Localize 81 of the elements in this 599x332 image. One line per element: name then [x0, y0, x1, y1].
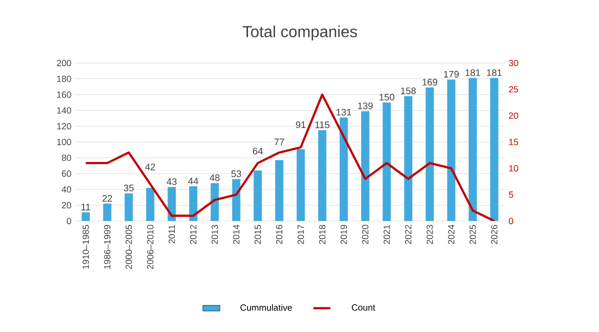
x-tick-label: 2022 [405, 224, 412, 244]
data-label: 77 [274, 138, 284, 146]
data-label: 115 [315, 122, 330, 128]
data-label: 158 [401, 87, 416, 94]
y-tick-label: 200 [56, 60, 72, 66]
bar [447, 80, 456, 221]
x-tick-label: 2025 [470, 224, 476, 244]
y2-tick-label: 15 [509, 138, 518, 146]
bar [404, 96, 412, 221]
y-tick-label: 60 [62, 170, 72, 177]
bar [361, 111, 370, 221]
x-tick-label: 2013 [212, 224, 218, 244]
bar [146, 188, 154, 221]
y-tick-label: 20 [62, 202, 72, 208]
y-tick-label: 40 [62, 186, 72, 193]
x-tick-label: 2006–2010 [147, 224, 154, 269]
legend-label: Count [352, 304, 376, 311]
x-tick-label: 2016 [276, 224, 282, 244]
chart-title: Total companies [242, 26, 357, 40]
bar [490, 78, 498, 221]
x-tick-label: 2017 [298, 224, 304, 244]
x-tick-label: 2020 [362, 224, 368, 244]
bar [232, 179, 240, 221]
bar [254, 170, 262, 221]
x-tick-label: 2000–2005 [126, 224, 132, 269]
x-tick-label: 2023 [426, 224, 433, 244]
bar [340, 118, 348, 221]
x-tick-label: 2024 [448, 224, 454, 244]
data-label: 150 [380, 94, 394, 101]
data-label: 131 [336, 108, 352, 116]
bar [426, 87, 434, 221]
bar [382, 102, 391, 221]
data-label: 179 [444, 70, 459, 78]
y2-tick-label: 10 [509, 165, 518, 172]
bar [189, 186, 198, 221]
data-label: 44 [188, 178, 198, 184]
y-tick-label: 180 [57, 76, 72, 82]
x-tick-label: 2011 [168, 224, 175, 244]
x-tick-label: 2014 [233, 224, 240, 244]
x-tick-label: 2012 [190, 224, 196, 244]
y-tick-label: 0 [66, 218, 72, 224]
x-tick-label: 2021 [384, 224, 390, 244]
y2-tick-label: 0 [508, 218, 514, 224]
y-tick-label: 100 [57, 138, 72, 146]
x-tick-label: 1986–1999 [104, 224, 110, 269]
y2-tick-label: 25 [508, 86, 518, 93]
data-label: 35 [124, 184, 134, 192]
y2-tick-label: 20 [508, 112, 518, 119]
bar [82, 212, 90, 221]
x-tick-label: 2015 [254, 224, 261, 244]
data-label: 181 [487, 69, 502, 76]
data-label: 139 [358, 102, 373, 110]
bar [210, 183, 219, 221]
data-label: 53 [231, 170, 242, 178]
data-label: 42 [145, 164, 156, 170]
legend-label: Cummulative [240, 304, 292, 311]
y-tick-label: 80 [62, 154, 72, 161]
x-tick-label: 2026 [491, 224, 498, 244]
y2-tick-label: 5 [508, 192, 514, 198]
bar [468, 78, 477, 221]
bar [318, 130, 326, 221]
data-label: 43 [166, 178, 177, 186]
data-label: 48 [210, 174, 220, 182]
bar [103, 204, 112, 221]
x-tick-label: 1910–1985 [82, 224, 89, 269]
y-tick-label: 140 [57, 107, 72, 114]
data-label: 91 [296, 121, 306, 128]
y-tick-label: 160 [57, 91, 72, 98]
data-label: 181 [466, 69, 480, 76]
data-label: 11 [82, 204, 90, 210]
x-tick-label: 2019 [340, 224, 347, 244]
bar [168, 187, 176, 221]
bar [124, 193, 133, 221]
bar [296, 149, 305, 221]
bar [275, 160, 284, 221]
data-label: 169 [422, 78, 438, 86]
data-label: 64 [252, 148, 263, 154]
y-tick-label: 120 [57, 123, 72, 130]
y2-tick-label: 30 [508, 60, 518, 66]
data-label: 22 [102, 195, 112, 202]
x-tick-label: 2018 [319, 224, 326, 244]
